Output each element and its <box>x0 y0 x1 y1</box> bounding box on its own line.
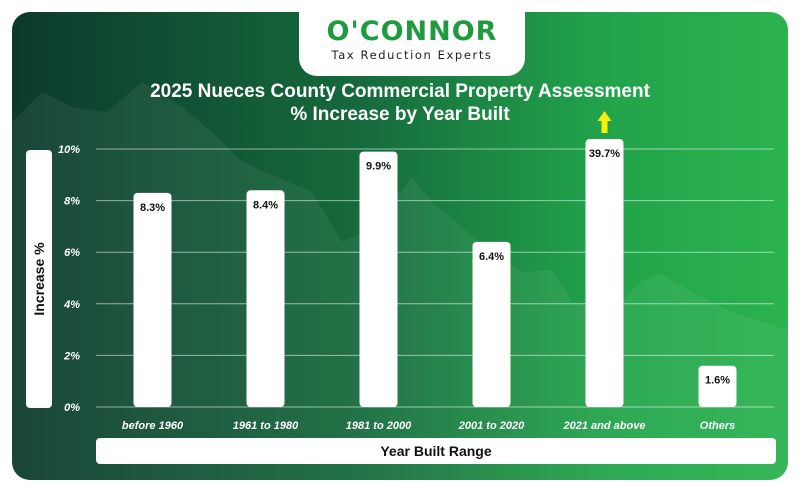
chart-card: O'CONNOR Tax Reduction Experts 2025 Nuec… <box>12 12 788 480</box>
bar-value-label: 39.7% <box>589 148 620 160</box>
y-tick-label: 4% <box>63 299 80 311</box>
bar <box>133 192 172 407</box>
chart-title: 2025 Nueces County Commercial Property A… <box>12 80 788 126</box>
chart-title-line1: 2025 Nueces County Commercial Property A… <box>150 81 650 102</box>
y-tick-label: 8% <box>64 196 80 208</box>
bar-value-label: 8.3% <box>140 202 165 214</box>
bar <box>246 190 285 407</box>
y-tick-label: 6% <box>64 247 80 259</box>
bar-value-label: 8.4% <box>253 199 278 211</box>
y-tick-label: 0% <box>64 402 80 414</box>
x-category-label: 1961 to 1980 <box>233 420 299 432</box>
x-category-label: 1981 to 2000 <box>346 420 412 432</box>
bar <box>359 151 398 407</box>
bar <box>698 365 737 407</box>
x-axis-label-box: Year Built Range <box>96 438 776 464</box>
brand-logo: O'CONNOR <box>326 16 498 47</box>
bar-chart-plot: 0% 2% 4% 6% 8% 10% 8.3% before 1960 8.4% 1961 to … <box>58 111 774 432</box>
x-category-label: Others <box>700 420 735 432</box>
bar <box>585 139 624 407</box>
x-category-label: 2001 to 2020 <box>458 420 525 432</box>
bar-value-label: 6.4% <box>479 251 504 263</box>
bar-value-label: 1.6% <box>705 375 730 387</box>
brand-tagline: Tax Reduction Experts <box>331 48 493 62</box>
up-arrow-icon <box>597 111 612 133</box>
chart-title-line2: % Increase by Year Built <box>290 104 510 125</box>
logo-tab: O'CONNOR Tax Reduction Experts <box>299 12 525 76</box>
bar <box>472 241 511 407</box>
y-axis-label-box: Increase % <box>26 150 52 408</box>
x-category-label: 2021 and above <box>563 420 646 432</box>
x-category-label: before 1960 <box>122 420 184 432</box>
bar-value-label: 9.9% <box>366 161 391 173</box>
y-tick-label: 10% <box>58 144 80 156</box>
y-tick-label: 2% <box>63 350 80 362</box>
x-axis-label: Year Built Range <box>380 443 492 459</box>
